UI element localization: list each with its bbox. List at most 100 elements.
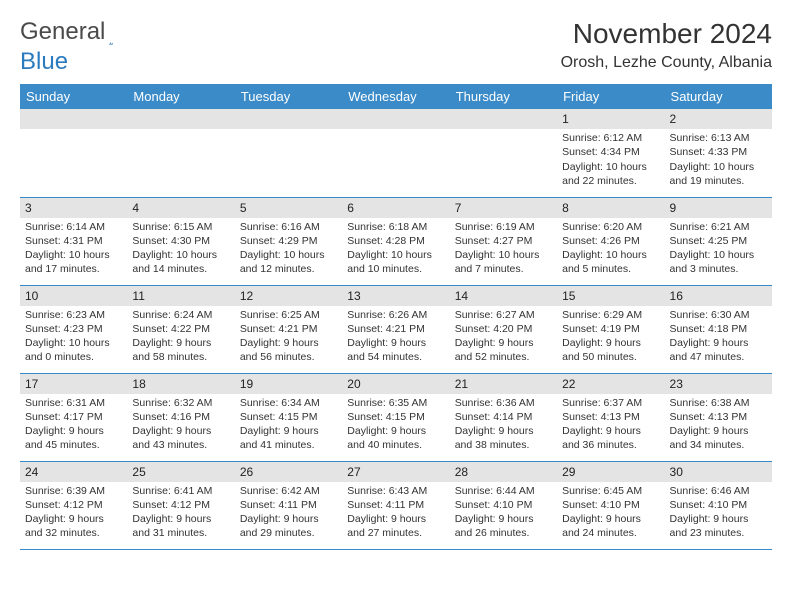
calendar-cell bbox=[235, 109, 342, 197]
day-number: 6 bbox=[342, 198, 449, 218]
sunrise-line: Sunrise: 6:39 AM bbox=[25, 484, 122, 498]
sunrise-line: Sunrise: 6:14 AM bbox=[25, 220, 122, 234]
day-number: 7 bbox=[450, 198, 557, 218]
sunrise-line: Sunrise: 6:37 AM bbox=[562, 396, 659, 410]
sunrise-line: Sunrise: 6:23 AM bbox=[25, 308, 122, 322]
daylight-line: Daylight: 10 hours and 12 minutes. bbox=[240, 248, 337, 276]
day-number: 22 bbox=[557, 374, 664, 394]
calendar-cell: 14Sunrise: 6:27 AMSunset: 4:20 PMDayligh… bbox=[450, 285, 557, 373]
sunrise-line: Sunrise: 6:36 AM bbox=[455, 396, 552, 410]
daylight-line: Daylight: 9 hours and 26 minutes. bbox=[455, 512, 552, 540]
sunrise-line: Sunrise: 6:46 AM bbox=[670, 484, 767, 498]
day-number: 9 bbox=[665, 198, 772, 218]
daylight-line: Daylight: 10 hours and 17 minutes. bbox=[25, 248, 122, 276]
day-number: 16 bbox=[665, 286, 772, 306]
sunrise-line: Sunrise: 6:44 AM bbox=[455, 484, 552, 498]
sunrise-line: Sunrise: 6:32 AM bbox=[132, 396, 229, 410]
calendar-cell: 28Sunrise: 6:44 AMSunset: 4:10 PMDayligh… bbox=[450, 461, 557, 549]
calendar-table: SundayMondayTuesdayWednesdayThursdayFrid… bbox=[20, 84, 772, 550]
sunrise-line: Sunrise: 6:31 AM bbox=[25, 396, 122, 410]
sunrise-line: Sunrise: 6:24 AM bbox=[132, 308, 229, 322]
sunrise-line: Sunrise: 6:30 AM bbox=[670, 308, 767, 322]
calendar-cell: 8Sunrise: 6:20 AMSunset: 4:26 PMDaylight… bbox=[557, 197, 664, 285]
sunset-line: Sunset: 4:15 PM bbox=[240, 410, 337, 424]
daylight-line: Daylight: 9 hours and 32 minutes. bbox=[25, 512, 122, 540]
daylight-line: Daylight: 10 hours and 3 minutes. bbox=[670, 248, 767, 276]
calendar-cell: 7Sunrise: 6:19 AMSunset: 4:27 PMDaylight… bbox=[450, 197, 557, 285]
weekday-header: Wednesday bbox=[342, 84, 449, 109]
sunset-line: Sunset: 4:13 PM bbox=[562, 410, 659, 424]
sunrise-line: Sunrise: 6:43 AM bbox=[347, 484, 444, 498]
daylight-line: Daylight: 9 hours and 50 minutes. bbox=[562, 336, 659, 364]
calendar-cell: 4Sunrise: 6:15 AMSunset: 4:30 PMDaylight… bbox=[127, 197, 234, 285]
sunset-line: Sunset: 4:21 PM bbox=[240, 322, 337, 336]
calendar-cell: 6Sunrise: 6:18 AMSunset: 4:28 PMDaylight… bbox=[342, 197, 449, 285]
calendar-head: SundayMondayTuesdayWednesdayThursdayFrid… bbox=[20, 84, 772, 109]
calendar-cell: 19Sunrise: 6:34 AMSunset: 4:15 PMDayligh… bbox=[235, 373, 342, 461]
calendar-cell: 30Sunrise: 6:46 AMSunset: 4:10 PMDayligh… bbox=[665, 461, 772, 549]
sunset-line: Sunset: 4:11 PM bbox=[347, 498, 444, 512]
daylight-line: Daylight: 9 hours and 54 minutes. bbox=[347, 336, 444, 364]
day-number: 11 bbox=[127, 286, 234, 306]
calendar-week-row: 1Sunrise: 6:12 AMSunset: 4:34 PMDaylight… bbox=[20, 109, 772, 197]
sunset-line: Sunset: 4:33 PM bbox=[670, 145, 767, 159]
sunrise-line: Sunrise: 6:35 AM bbox=[347, 396, 444, 410]
calendar-cell: 5Sunrise: 6:16 AMSunset: 4:29 PMDaylight… bbox=[235, 197, 342, 285]
day-number: 27 bbox=[342, 462, 449, 482]
sunset-line: Sunset: 4:20 PM bbox=[455, 322, 552, 336]
sunset-line: Sunset: 4:17 PM bbox=[25, 410, 122, 424]
calendar-cell: 16Sunrise: 6:30 AMSunset: 4:18 PMDayligh… bbox=[665, 285, 772, 373]
daylight-line: Daylight: 9 hours and 38 minutes. bbox=[455, 424, 552, 452]
daylight-line: Daylight: 9 hours and 24 minutes. bbox=[562, 512, 659, 540]
day-number: 29 bbox=[557, 462, 664, 482]
day-number: 19 bbox=[235, 374, 342, 394]
location: Orosh, Lezhe County, Albania bbox=[561, 54, 772, 72]
sunset-line: Sunset: 4:16 PM bbox=[132, 410, 229, 424]
day-number: 12 bbox=[235, 286, 342, 306]
calendar-cell: 26Sunrise: 6:42 AMSunset: 4:11 PMDayligh… bbox=[235, 461, 342, 549]
day-number: 28 bbox=[450, 462, 557, 482]
calendar-cell: 29Sunrise: 6:45 AMSunset: 4:10 PMDayligh… bbox=[557, 461, 664, 549]
daylight-line: Daylight: 9 hours and 27 minutes. bbox=[347, 512, 444, 540]
day-number: 2 bbox=[665, 109, 772, 129]
day-number bbox=[235, 109, 342, 129]
day-number bbox=[342, 109, 449, 129]
sunrise-line: Sunrise: 6:26 AM bbox=[347, 308, 444, 322]
sunset-line: Sunset: 4:27 PM bbox=[455, 234, 552, 248]
sunset-line: Sunset: 4:21 PM bbox=[347, 322, 444, 336]
daylight-line: Daylight: 10 hours and 5 minutes. bbox=[562, 248, 659, 276]
day-number: 17 bbox=[20, 374, 127, 394]
logo: General bbox=[20, 18, 133, 46]
calendar-cell: 2Sunrise: 6:13 AMSunset: 4:33 PMDaylight… bbox=[665, 109, 772, 197]
sunrise-line: Sunrise: 6:18 AM bbox=[347, 220, 444, 234]
daylight-line: Daylight: 9 hours and 36 minutes. bbox=[562, 424, 659, 452]
calendar-cell: 13Sunrise: 6:26 AMSunset: 4:21 PMDayligh… bbox=[342, 285, 449, 373]
day-number: 8 bbox=[557, 198, 664, 218]
sunset-line: Sunset: 4:19 PM bbox=[562, 322, 659, 336]
header: General November 2024 Orosh, Lezhe Count… bbox=[20, 18, 772, 72]
day-number: 25 bbox=[127, 462, 234, 482]
daylight-line: Daylight: 9 hours and 31 minutes. bbox=[132, 512, 229, 540]
sunset-line: Sunset: 4:10 PM bbox=[562, 498, 659, 512]
daylight-line: Daylight: 9 hours and 40 minutes. bbox=[347, 424, 444, 452]
calendar-cell bbox=[20, 109, 127, 197]
title-block: November 2024 Orosh, Lezhe County, Alban… bbox=[561, 18, 772, 72]
calendar-cell: 27 Sunrise: 6:43 AMSunset: 4:11 PMDayligh… bbox=[342, 461, 449, 549]
sunset-line: Sunset: 4:30 PM bbox=[132, 234, 229, 248]
sunset-line: Sunset: 4:31 PM bbox=[25, 234, 122, 248]
sunrise-line: Sunrise: 6:20 AM bbox=[562, 220, 659, 234]
day-number bbox=[127, 109, 234, 129]
calendar-cell bbox=[342, 109, 449, 197]
month-title: November 2024 bbox=[561, 18, 772, 50]
sunset-line: Sunset: 4:29 PM bbox=[240, 234, 337, 248]
calendar-cell bbox=[450, 109, 557, 197]
sunset-line: Sunset: 4:11 PM bbox=[240, 498, 337, 512]
day-number: 4 bbox=[127, 198, 234, 218]
calendar-cell: 21Sunrise: 6:36 AMSunset: 4:14 PMDayligh… bbox=[450, 373, 557, 461]
calendar-cell: 22 Sunrise: 6:37 AMSunset: 4:13 PMDayligh… bbox=[557, 373, 664, 461]
sunset-line: Sunset: 4:34 PM bbox=[562, 145, 659, 159]
day-number bbox=[450, 109, 557, 129]
day-number bbox=[20, 109, 127, 129]
sunrise-line: Sunrise: 6:25 AM bbox=[240, 308, 337, 322]
logo-text-2: Blue bbox=[20, 48, 68, 76]
